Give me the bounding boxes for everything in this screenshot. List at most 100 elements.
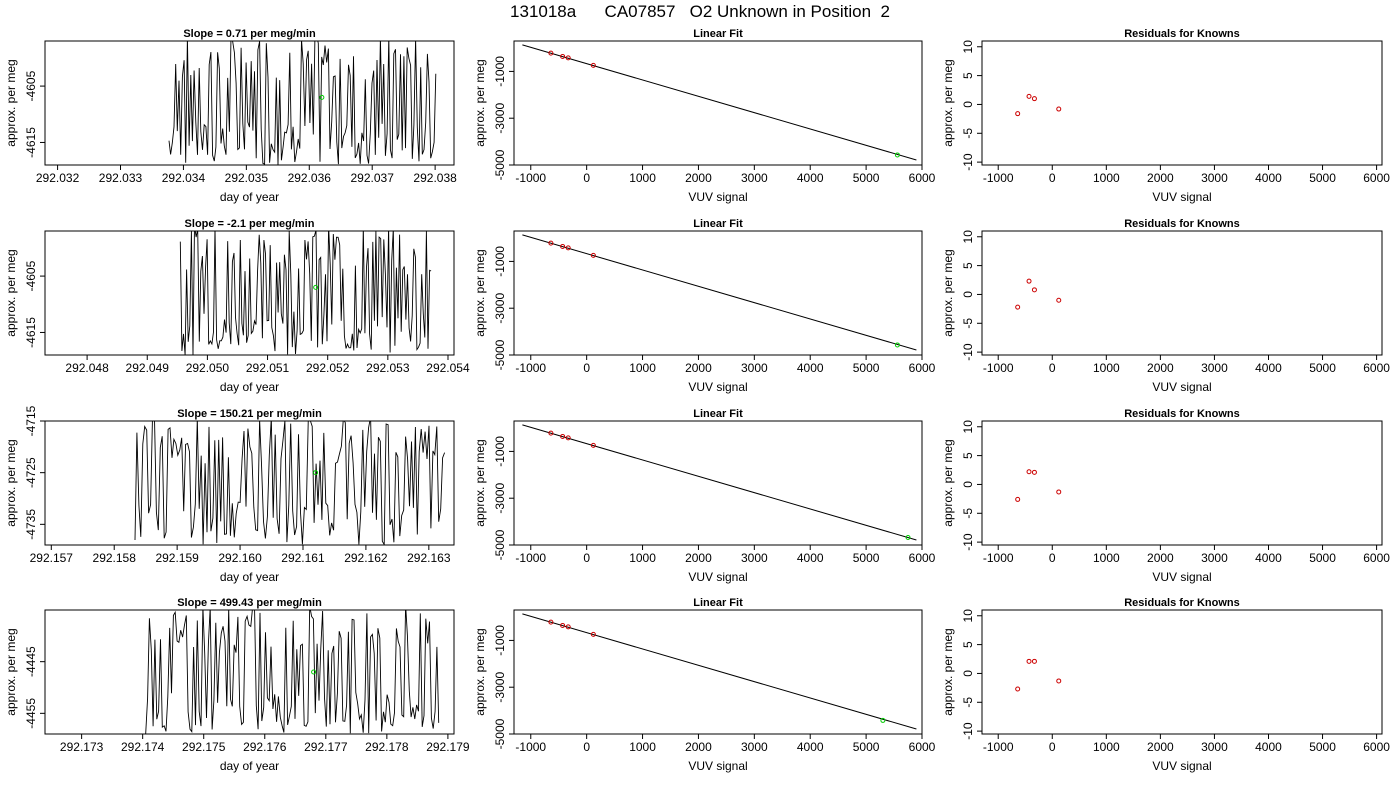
residual-point [1015, 496, 1021, 502]
residual-point [1026, 278, 1032, 284]
residual-point [1031, 287, 1037, 293]
x-tick-label: 0 [583, 551, 590, 565]
panel-title: Linear Fit [693, 28, 743, 40]
panel-linear-fit: Linear Fit -1000 0 1000 2000 3000 4000 5000 6000… [473, 218, 936, 394]
plot-frame [513, 230, 923, 356]
x-tick-label: 6000 [909, 171, 936, 185]
x-tick-label: 292.035 [225, 171, 269, 185]
x-tick-label: 6000 [909, 361, 936, 375]
x-tick-label: 2000 [685, 740, 712, 754]
x-tick-label: 4000 [1255, 361, 1282, 375]
y-axis-label: approx. per meg [473, 249, 487, 336]
y-axis-label: approx. per meg [473, 59, 487, 146]
y-tick-label: -3000 [493, 672, 507, 703]
x-tick-label: 0 [583, 361, 590, 375]
plot-frame [981, 420, 1383, 546]
unknown-point [905, 535, 911, 541]
x-tick-label: 292.032 [36, 171, 80, 185]
y-tick-label: -5 [961, 128, 975, 139]
known-point [565, 435, 571, 441]
y-axis-label: approx. per meg [941, 439, 955, 526]
y-tick-label: -3000 [493, 103, 507, 134]
x-tick-label: 4000 [1255, 171, 1282, 185]
plot-frame [981, 40, 1383, 166]
x-tick-label: 6000 [1363, 740, 1390, 754]
panel-title: Residuals for Knowns [1124, 597, 1240, 609]
known-point [590, 252, 596, 258]
y-axis-label: approx. per meg [473, 439, 487, 526]
x-tick-label: 4000 [797, 361, 824, 375]
panel-title: Linear Fit [693, 218, 743, 230]
y-tick-label: -4735 [24, 509, 38, 540]
x-tick-label: 3000 [1201, 171, 1228, 185]
y-tick-label: 5 [961, 452, 975, 459]
residual-point [1056, 106, 1062, 112]
x-tick-label: 4000 [797, 171, 824, 185]
panel-title: Residuals for Knowns [1124, 408, 1240, 420]
x-tick-label: 1000 [629, 551, 656, 565]
known-point [565, 245, 571, 251]
residual-point [1031, 658, 1037, 664]
x-tick-label: 292.174 [121, 740, 165, 754]
x-tick-label: 5000 [1309, 171, 1336, 185]
x-tick-label: 292.054 [426, 361, 470, 375]
x-tick-label: 5000 [853, 551, 880, 565]
x-tick-label: 292.033 [99, 171, 143, 185]
x-tick-label: 5000 [853, 740, 880, 754]
y-tick-label: -4455 [24, 698, 38, 729]
known-point [548, 50, 554, 56]
residual-point [1056, 489, 1062, 495]
data-trace [168, 41, 437, 165]
x-tick-label: 292.178 [365, 740, 409, 754]
plot-frame [44, 40, 455, 166]
y-tick-label: -10 [961, 153, 975, 171]
fit-line [522, 234, 917, 351]
known-point [590, 62, 596, 68]
y-tick-label: 10 [961, 230, 975, 244]
x-tick-label: 2000 [1147, 551, 1174, 565]
panel-time-series: Slope = -2.1 per meg/min 292.048 292.049 29… [4, 218, 470, 394]
unknown-point [311, 669, 317, 675]
x-tick-label: 1000 [1093, 171, 1120, 185]
plot-frame [981, 230, 1383, 356]
x-tick-label: 1000 [1093, 551, 1120, 565]
x-axis-label: VUV signal [688, 190, 747, 204]
data-trace [179, 231, 432, 355]
unknown-point [313, 284, 319, 290]
x-tick-label: -1000 [515, 740, 546, 754]
x-tick-label: 4000 [1255, 740, 1282, 754]
x-axis-label: day of year [220, 759, 279, 773]
known-point [590, 631, 596, 637]
known-point [560, 243, 566, 249]
residual-point [1056, 297, 1062, 303]
known-point [590, 442, 596, 448]
panel-title: Slope = -2.1 per meg/min [185, 218, 315, 230]
x-tick-label: 5000 [1309, 740, 1336, 754]
known-point [565, 624, 571, 630]
x-tick-label: 4000 [797, 551, 824, 565]
x-tick-label: 6000 [1363, 361, 1390, 375]
x-tick-label: 292.159 [155, 551, 199, 565]
figure-title: 131018a CA07857 O2 Unknown in Position 2 [510, 2, 890, 21]
x-tick-label: 3000 [741, 740, 768, 754]
x-tick-label: -1000 [515, 361, 546, 375]
known-point [548, 619, 554, 625]
y-tick-label: -4615 [24, 127, 38, 158]
unknown-point [313, 470, 319, 476]
x-axis-label: VUV signal [1152, 190, 1211, 204]
x-axis-label: day of year [220, 570, 279, 584]
residual-point [1026, 469, 1032, 475]
y-axis-label: approx. per meg [4, 59, 18, 146]
data-trace [145, 610, 440, 734]
x-tick-label: 292.034 [162, 171, 206, 185]
x-tick-label: 0 [583, 171, 590, 185]
x-tick-label: 0 [1049, 171, 1056, 185]
panel-linear-fit: Linear Fit -1000 0 1000 2000 3000 4000 5000 6000… [473, 597, 936, 773]
panel-title: Residuals for Knowns [1124, 28, 1240, 40]
residual-point [1015, 304, 1021, 310]
x-tick-label: 3000 [741, 171, 768, 185]
panel-linear-fit: Linear Fit -1000 0 1000 2000 3000 4000 5000 6000… [473, 28, 936, 204]
x-tick-label: 292.049 [126, 361, 170, 375]
fit-line [522, 44, 917, 161]
x-tick-label: 5000 [853, 171, 880, 185]
